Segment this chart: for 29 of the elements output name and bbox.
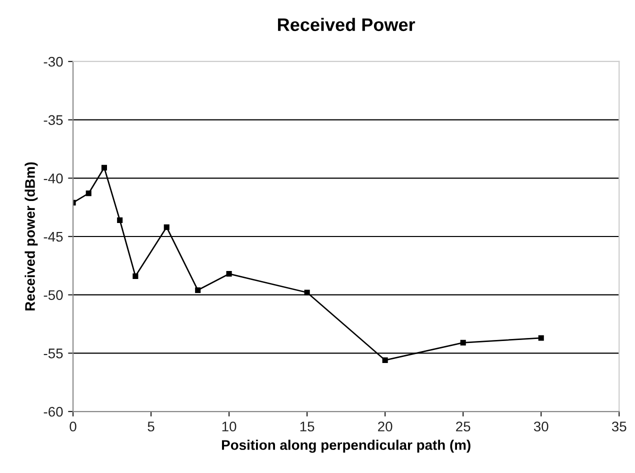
x-axis-title: Position along perpendicular path (m): [222, 440, 470, 453]
x-tick-label: 5: [148, 422, 154, 432]
y-tick-label: -45: [44, 232, 63, 242]
point: [132, 273, 138, 279]
point: [382, 357, 388, 363]
point: [460, 340, 466, 346]
y-tick-label: -55: [44, 348, 63, 358]
point: [86, 190, 92, 196]
point: [117, 217, 123, 223]
x-tick-label: 15: [300, 422, 314, 432]
y-tick-label: -40: [44, 174, 63, 184]
chart-title: Received Power: [278, 18, 416, 32]
point: [226, 271, 232, 277]
point: [101, 164, 108, 170]
x-tick-label: 10: [222, 422, 236, 432]
y-tick-label: -35: [44, 115, 63, 125]
y-tick-label: -30: [44, 56, 63, 67]
x-tick-label: 20: [378, 422, 392, 432]
x-tick-label: 35: [612, 422, 626, 432]
point: [538, 335, 544, 341]
point: [304, 290, 310, 296]
y-tick-label: -50: [44, 290, 63, 300]
x-tick-label: 0: [70, 422, 76, 432]
point: [164, 224, 170, 230]
y-axis-title: Received power (dBm): [24, 162, 38, 310]
point: [195, 287, 201, 293]
x-tick-label: 30: [534, 422, 548, 432]
y-tick-label: -60: [44, 406, 63, 417]
x-tick-label: 25: [456, 422, 470, 432]
